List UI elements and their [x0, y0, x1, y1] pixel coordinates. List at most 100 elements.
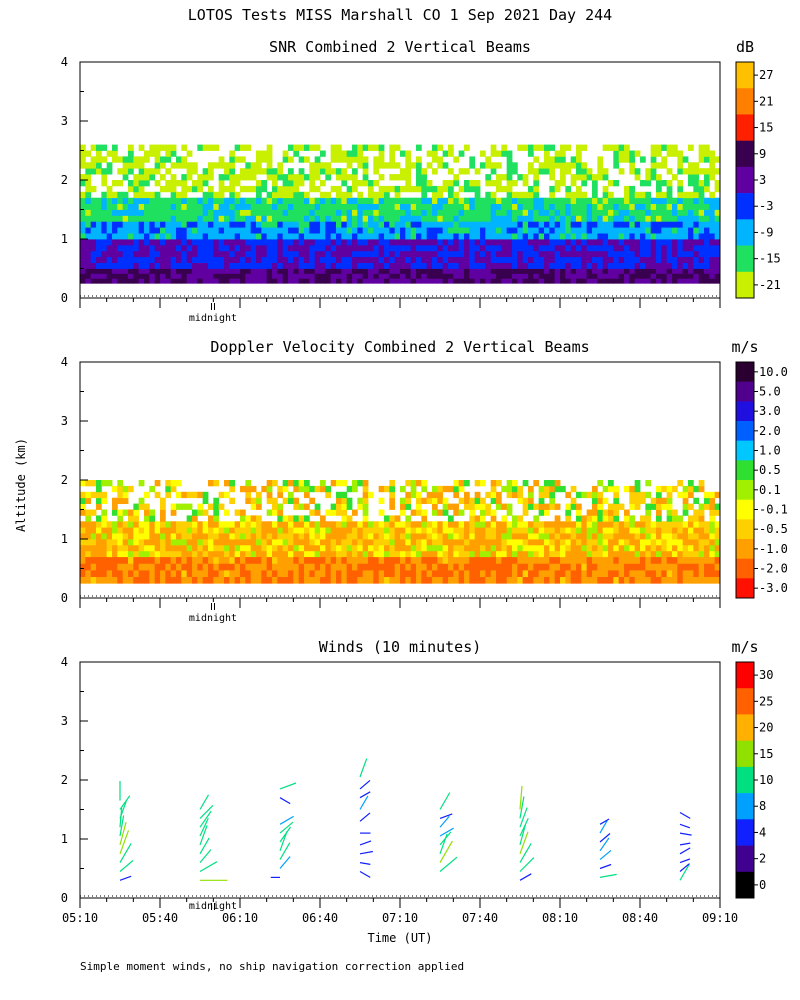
snr-cell	[592, 215, 598, 222]
doppler-cell	[368, 544, 374, 552]
doppler-cell	[277, 521, 284, 528]
snr-cell	[421, 191, 428, 199]
snr-cell	[181, 144, 188, 151]
snr-cell	[650, 256, 657, 263]
snr-cell	[192, 233, 198, 240]
snr-cell	[613, 268, 620, 274]
snr-cell	[634, 191, 641, 199]
doppler-cell	[330, 503, 337, 510]
snr-cell	[677, 244, 684, 252]
snr-cell	[512, 191, 518, 199]
snr-cell	[624, 268, 630, 274]
doppler-cell	[704, 576, 710, 584]
snr-cell	[320, 209, 326, 216]
snr-cell	[544, 233, 550, 240]
snr-cell	[506, 278, 513, 284]
doppler-cell	[128, 550, 134, 558]
doppler-cell	[384, 527, 390, 534]
doppler-cell	[90, 539, 97, 546]
doppler-cell	[250, 521, 257, 528]
snr-cell	[416, 221, 422, 228]
snr-cell	[506, 150, 513, 157]
snr-cell	[480, 244, 486, 252]
snr-cell	[661, 278, 668, 284]
snr-cell	[581, 227, 588, 234]
snr-cell	[325, 256, 332, 263]
doppler-cell	[106, 521, 113, 528]
snr-cell	[346, 162, 353, 169]
doppler-cell	[629, 527, 636, 534]
snr-cell	[154, 221, 161, 228]
colorbar-tick-label: 10.0	[759, 365, 788, 379]
doppler-cell	[464, 521, 470, 528]
doppler-cell	[96, 550, 102, 558]
snr-cell	[288, 273, 294, 279]
snr-cell	[96, 262, 102, 269]
doppler-cell	[117, 515, 124, 522]
doppler-cell	[240, 527, 246, 534]
snr-cell	[501, 250, 508, 258]
doppler-cell	[256, 503, 262, 510]
doppler-cell	[314, 521, 321, 528]
doppler-cell	[522, 497, 529, 504]
doppler-cell	[277, 550, 284, 558]
doppler-cell	[682, 491, 689, 499]
wind-vector	[519, 873, 532, 881]
snr-cell	[181, 191, 188, 199]
colorbar-swatch	[736, 793, 754, 820]
snr-cell	[176, 256, 182, 263]
snr-cell	[202, 191, 209, 199]
snr-cell	[464, 180, 470, 187]
snr-cell	[325, 215, 332, 222]
snr-cell	[586, 244, 593, 252]
doppler-cell	[634, 550, 641, 558]
snr-cell	[352, 180, 358, 187]
doppler-cell	[581, 527, 588, 534]
snr-cell	[277, 191, 284, 199]
doppler-cell	[394, 539, 401, 546]
snr-cell	[282, 233, 289, 240]
doppler-cell	[533, 544, 540, 552]
doppler-cell	[149, 556, 156, 564]
doppler-cell	[272, 563, 278, 571]
doppler-cell	[458, 569, 465, 578]
snr-cell	[96, 168, 102, 175]
y-tick-label: 3	[61, 114, 68, 128]
doppler-cell	[357, 497, 364, 504]
doppler-cell	[320, 527, 326, 534]
snr-cell	[80, 156, 86, 163]
doppler-cell	[362, 576, 369, 584]
snr-cell	[704, 233, 710, 240]
doppler-cell	[613, 515, 620, 522]
doppler-cell	[645, 539, 652, 546]
snr-cell	[272, 191, 278, 199]
doppler-cell	[490, 563, 497, 571]
snr-cell	[496, 250, 502, 258]
doppler-cell	[101, 521, 108, 528]
doppler-cell	[554, 515, 561, 522]
doppler-cell	[336, 527, 342, 534]
y-tick-label: 4	[61, 55, 68, 69]
doppler-cell	[421, 556, 428, 564]
snr-cell	[266, 278, 273, 284]
snr-cell	[442, 273, 449, 279]
snr-cell	[634, 239, 641, 246]
doppler-cell	[693, 485, 700, 493]
doppler-cell	[400, 509, 406, 516]
snr-cell	[485, 162, 492, 169]
snr-cell	[650, 209, 657, 216]
snr-cell	[640, 180, 646, 187]
doppler-cell	[416, 491, 422, 499]
snr-cell	[586, 273, 593, 279]
doppler-cell	[122, 563, 129, 571]
snr-cell	[469, 180, 476, 187]
doppler-cell	[666, 539, 673, 546]
doppler-cell	[309, 539, 316, 546]
doppler-cell	[490, 515, 497, 522]
doppler-cell	[426, 539, 433, 546]
doppler-cell	[208, 569, 214, 578]
winds-panel-title: Winds (10 minutes)	[319, 638, 482, 656]
snr-cell	[384, 162, 390, 169]
snr-cell	[682, 273, 689, 279]
doppler-cell	[613, 485, 620, 493]
